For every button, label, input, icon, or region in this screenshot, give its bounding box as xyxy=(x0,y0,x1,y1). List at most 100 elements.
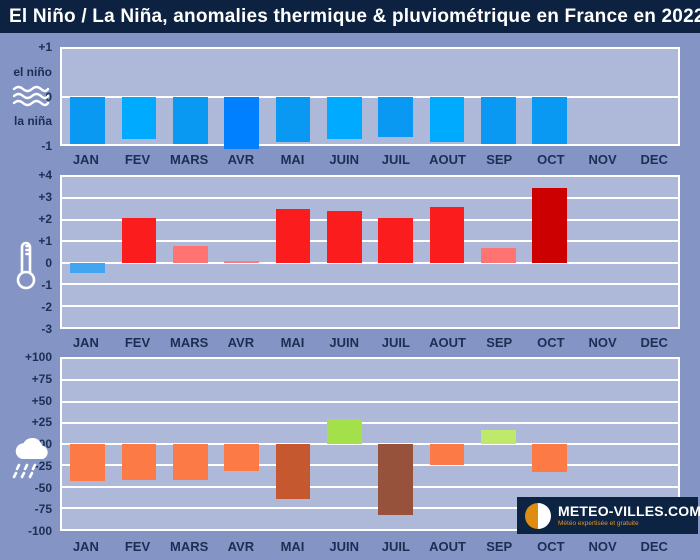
months-row-precipitation: JAN FEV MARS AVR MAI JUIN JUIL AOUT SEP OCT NOV DEC xyxy=(60,537,680,555)
bar-temp-mai xyxy=(275,209,311,263)
bar-enso-juil xyxy=(378,96,414,137)
enso-chart-section: +1 el niño 0 la niña -1 xyxy=(0,41,700,152)
month-label: FEV xyxy=(124,334,151,350)
month-label: NOV xyxy=(588,538,617,554)
bar-precip-juin xyxy=(326,419,362,444)
month-label: SEP xyxy=(486,151,513,167)
gridline xyxy=(62,379,678,382)
precip-y-tick: -25 xyxy=(34,458,52,473)
month-label: FEV xyxy=(124,538,151,554)
temperature-chart-section: +4 +3 +2 +1 0 -1 -2 -3 xyxy=(0,169,700,335)
month-label: SEP xyxy=(486,538,513,554)
month-label: DEC xyxy=(640,151,668,167)
month-label: NOV xyxy=(588,334,617,350)
bar-enso-sep xyxy=(480,96,516,144)
precip-y-tick: -100 xyxy=(27,524,52,538)
gridline xyxy=(62,218,678,221)
month-label: JAN xyxy=(72,151,99,167)
meteo-villes-logo-texts: METEO-VILLES.COM Météo expertisée et gra… xyxy=(558,503,700,527)
bar-precip-sep xyxy=(480,430,516,444)
bar-precip-jan xyxy=(70,444,106,482)
meteo-villes-logo-tagline: Météo expertisée et gratuite xyxy=(558,519,639,527)
month-label: JUIN xyxy=(329,151,359,167)
bar-temp-juil xyxy=(378,217,414,263)
enso-y-axis: +1 el niño 0 la niña -1 xyxy=(0,41,56,152)
temp-y-tick: +3 xyxy=(38,190,52,204)
precip-y-tick: +75 xyxy=(31,371,52,386)
months-row-temperature: JAN FEV MARS AVR MAI JUIN JUIL AOUT SEP OCT NOV DEC xyxy=(60,333,680,351)
rain-cloud-icon xyxy=(12,437,48,479)
month-label: AVR xyxy=(227,538,255,554)
month-label: AOUT xyxy=(429,538,466,554)
month-label: DEC xyxy=(640,538,668,554)
gridline xyxy=(62,95,678,98)
month-label: MARS xyxy=(170,334,209,350)
month-label: OCT xyxy=(537,151,565,167)
precip-y-tick: -75 xyxy=(34,502,52,517)
month-label: JUIN xyxy=(329,334,359,350)
bar-temp-aout xyxy=(429,207,465,263)
bar-enso-aout xyxy=(429,96,465,142)
meteo-villes-logo-icon xyxy=(525,502,551,529)
gridline xyxy=(62,197,678,200)
meteo-villes-logo: METEO-VILLES.COM Météo expertisée et gra… xyxy=(517,497,700,534)
gridline xyxy=(62,261,678,264)
bar-temp-juin xyxy=(326,211,362,263)
bar-enso-juin xyxy=(326,96,362,140)
bar-temp-avr xyxy=(224,260,260,263)
temp-y-tick: 0 xyxy=(45,256,52,270)
month-label: MAI xyxy=(280,538,305,554)
temp-y-tick: +4 xyxy=(38,168,52,182)
month-label: AVR xyxy=(227,334,255,350)
waves-icon xyxy=(12,85,50,107)
month-label: AVR xyxy=(227,151,255,167)
month-label: AOUT xyxy=(429,151,466,167)
gridline xyxy=(62,283,678,286)
month-label: JUIL xyxy=(381,151,410,167)
bar-enso-oct xyxy=(532,96,568,144)
precip-y-tick: +100 xyxy=(24,350,52,364)
enso-panel xyxy=(60,47,680,149)
meteo-villes-logo-name: METEO-VILLES.COM xyxy=(558,503,700,520)
month-label: AOUT xyxy=(429,334,466,350)
gridline xyxy=(62,400,678,403)
gridline xyxy=(62,485,678,488)
precipitation-y-axis: +100 +75 +50 +25 00 -25 -50 -75 -100 xyxy=(0,351,56,537)
month-label: JAN xyxy=(72,334,99,350)
bar-temp-sep xyxy=(480,247,516,263)
enso-y-tick: el niño xyxy=(13,64,52,79)
month-label: FEV xyxy=(124,151,151,167)
gridline xyxy=(62,443,678,445)
month-label: NOV xyxy=(588,151,617,167)
bar-precip-mars xyxy=(172,444,208,480)
bar-enso-avr xyxy=(224,96,260,149)
enso-y-tick: la niña xyxy=(13,114,52,129)
temp-y-tick: +2 xyxy=(38,212,52,226)
month-label: JAN xyxy=(72,538,99,554)
bar-enso-jan xyxy=(70,96,106,144)
month-label: MARS xyxy=(170,538,209,554)
gridline xyxy=(62,506,678,509)
month-label: MARS xyxy=(170,151,209,167)
bar-temp-oct xyxy=(532,187,568,263)
bar-precip-aout xyxy=(429,444,465,466)
temperature-y-axis: +4 +3 +2 +1 0 -1 -2 -3 xyxy=(0,169,56,335)
bar-temp-mars xyxy=(172,245,208,263)
bar-temp-jan xyxy=(70,262,106,274)
month-label: JUIN xyxy=(329,538,359,554)
month-label: OCT xyxy=(537,334,565,350)
month-label: DEC xyxy=(640,334,668,350)
bar-precip-fev xyxy=(121,444,157,480)
month-label: OCT xyxy=(537,538,565,554)
months-row-enso: JAN FEV MARS AVR MAI JUIN JUIL AOUT SEP OCT NOV DEC xyxy=(60,150,680,168)
enso-y-tick: +1 xyxy=(38,40,52,54)
temp-y-tick: -1 xyxy=(41,278,52,292)
bar-enso-mai xyxy=(275,96,311,142)
bar-precip-mai xyxy=(275,444,311,500)
bar-enso-fev xyxy=(121,96,157,140)
month-label: JUIL xyxy=(381,538,410,554)
bar-precip-juil xyxy=(378,444,414,515)
month-label: MAI xyxy=(280,151,305,167)
temp-y-tick: +1 xyxy=(38,234,52,248)
temp-y-tick: -2 xyxy=(41,300,52,314)
